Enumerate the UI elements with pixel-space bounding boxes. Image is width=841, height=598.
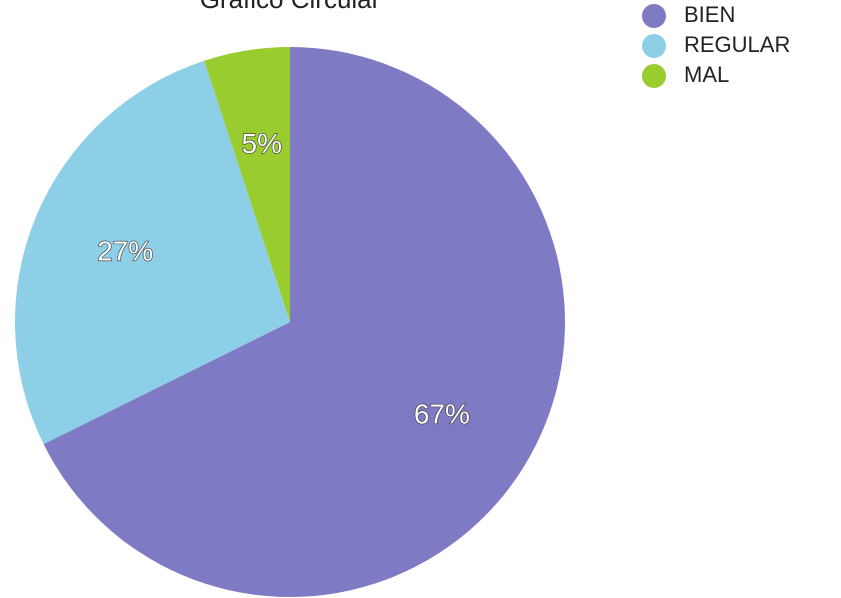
legend-label-regular: REGULAR [684,32,790,57]
slice-label-mal: 5% [242,128,282,159]
slice-label-bien: 67% [414,399,470,430]
legend: BIEN REGULAR MAL [642,2,790,88]
legend-item-bien: BIEN [642,2,735,28]
legend-marker-bien [642,4,666,28]
legend-item-mal: MAL [642,62,729,88]
slice-label-regular: 27% [97,235,153,266]
pie-slice-labels: 67% 27% 5% [97,127,471,430]
chart-title: Gráfico Circular [200,0,381,14]
legend-marker-regular [642,34,666,58]
pie-slice-regular [14,60,290,445]
pie-slices [14,47,566,597]
pie-slice-bien [43,47,566,597]
pie-slice-mal [204,47,290,322]
legend-label-mal: MAL [684,62,729,87]
legend-label-bien: BIEN [684,2,735,27]
legend-item-regular: REGULAR [642,32,790,58]
legend-marker-mal [642,64,666,88]
